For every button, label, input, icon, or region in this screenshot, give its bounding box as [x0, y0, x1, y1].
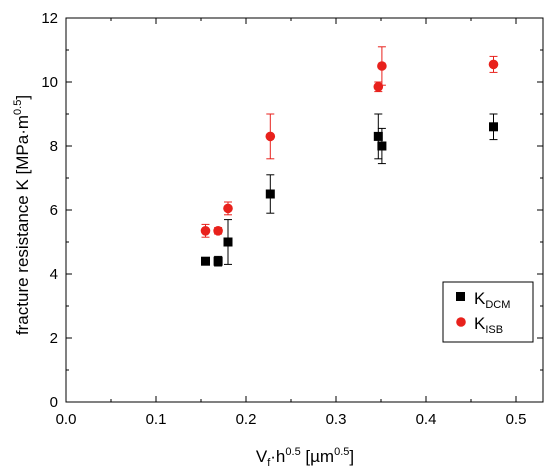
- x-axis: 0.0 0.1 0.2 0.3 0.4 0.5: [56, 18, 527, 428]
- y-tick-label: 8: [50, 138, 58, 155]
- y-tick-label: 12: [41, 10, 58, 27]
- y-axis-title: fracture resistance K [MPa·m0.5]: [12, 95, 32, 335]
- data-point-circle: [488, 59, 499, 70]
- data-point-circle: [373, 82, 384, 92]
- data-point-circle: [377, 61, 387, 71]
- series-dcm: [201, 113, 498, 267]
- x-axis-title: Vf·h0.5 [µm0.5]: [256, 446, 354, 469]
- legend-label-dcm: KDCM: [474, 289, 510, 311]
- x-tick-label: 0.1: [146, 411, 167, 428]
- y-tick-label: 4: [50, 266, 58, 283]
- data-point-circle: [265, 131, 276, 142]
- x-tick-label: 0.2: [236, 411, 257, 428]
- y-axis: 0 2 4 6 8 10 12: [41, 10, 543, 411]
- x-tick-label: 0.0: [56, 411, 77, 428]
- y-tick-label: 0: [50, 394, 58, 411]
- plot-border: [65, 17, 544, 403]
- data-series: [200, 46, 499, 267]
- legend: KDCM KISB: [442, 281, 534, 343]
- plot-frame: [65, 17, 544, 403]
- x-tick-label: 0.4: [416, 411, 437, 428]
- data-point-square: [201, 256, 210, 266]
- legend-marker-dcm: [456, 292, 465, 301]
- x-tick-label: 0.5: [506, 411, 527, 428]
- series-isb: [200, 46, 499, 238]
- legend-label-isb: KISB: [474, 314, 503, 336]
- data-point-square: [489, 122, 498, 132]
- data-point-square: [373, 131, 383, 141]
- y-tick-label: 2: [50, 330, 58, 347]
- data-point-square: [223, 237, 233, 247]
- data-point-circle: [223, 203, 233, 214]
- data-point-square: [377, 141, 387, 151]
- data-point-circle: [200, 226, 211, 236]
- data-point-square: [265, 189, 275, 199]
- data-point-square: [213, 256, 223, 266]
- data-point-circle: [213, 226, 223, 236]
- y-tick-label: 10: [41, 74, 58, 91]
- y-tick-label: 6: [50, 202, 58, 219]
- legend-marker-isb: [456, 317, 466, 327]
- x-tick-label: 0.3: [326, 411, 347, 428]
